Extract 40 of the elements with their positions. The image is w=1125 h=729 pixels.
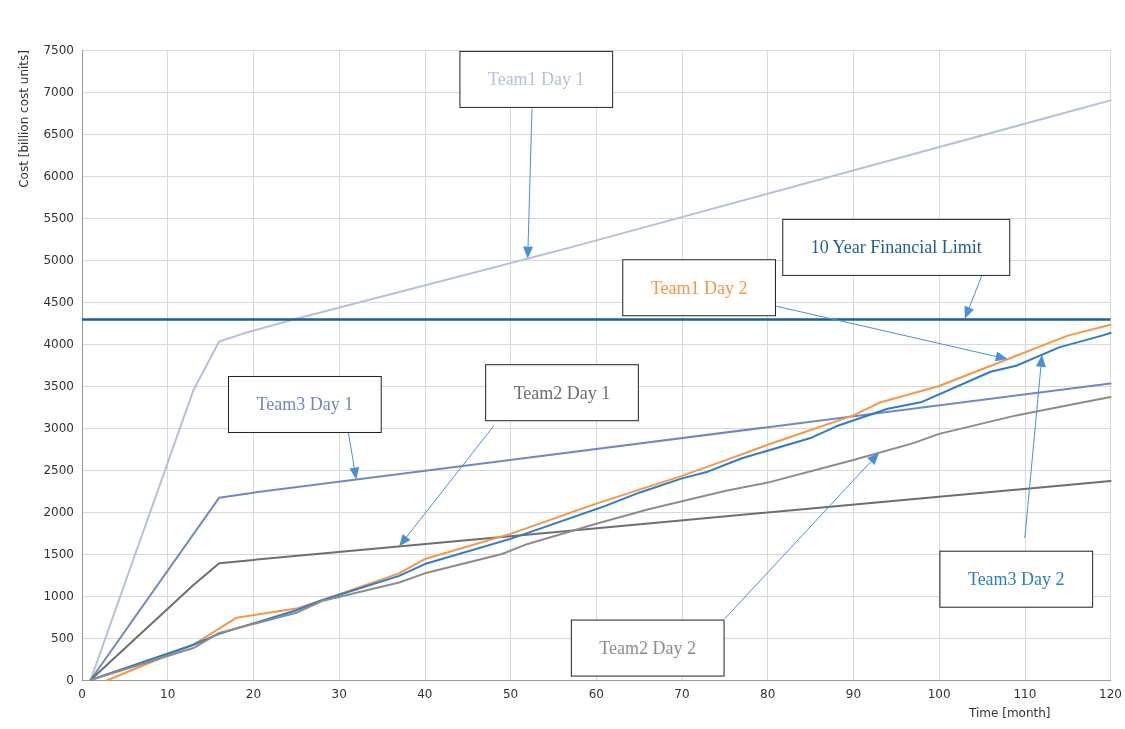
x-tick-label: 20 [245, 687, 262, 701]
y-tick-label: 5000 [43, 253, 74, 267]
y-tick-label: 4500 [43, 295, 74, 309]
x-tick-label: 110 [1013, 687, 1037, 701]
line-series [89, 479, 1112, 681]
y-tick-label: 2000 [43, 505, 74, 519]
y-tick-label: 6500 [43, 127, 74, 141]
x-axis-title: Time [month] [968, 706, 1051, 720]
y-tick-label: 1000 [43, 589, 74, 603]
line-series [89, 99, 1112, 681]
y-tick-label: 3000 [43, 421, 74, 435]
x-tick-label: 120 [1099, 687, 1122, 701]
text: Team2 Day 1 [513, 382, 611, 403]
y-tick-label: 6000 [43, 169, 74, 183]
y-axis-title: Cost [billion cost units] [17, 50, 31, 188]
y-tick-label: 1500 [43, 547, 74, 561]
ref-line-label: 10 Year Financial Limit [810, 237, 982, 258]
text: Team1 Day 2 [650, 277, 748, 298]
x-tick-label: 50 [502, 687, 519, 701]
y-tick-label: 7000 [43, 85, 74, 99]
x-tick-label: 60 [588, 687, 604, 701]
text: Team3 Day 2 [967, 569, 1065, 590]
x-tick-label: 10 [160, 687, 176, 701]
y-tick-label: 7500 [43, 43, 74, 57]
y-tick-label: 3500 [43, 379, 74, 393]
text: Team2 Day 2 [599, 638, 697, 659]
y-tick-label: 4000 [43, 337, 74, 351]
x-tick-label: 0 [78, 687, 86, 701]
x-tick-label: 30 [331, 687, 347, 701]
x-tick-label: 90 [845, 687, 862, 701]
x-tick-label: 70 [674, 687, 690, 701]
x-tick-label: 80 [760, 687, 776, 701]
y-tick-label: 2500 [43, 463, 74, 477]
x-tick-label: 40 [417, 687, 433, 701]
y-tick-label: 5500 [43, 211, 74, 225]
text: Team1 Day 1 [487, 69, 585, 90]
text: Team3 Day 1 [256, 394, 354, 415]
y-tick-label: 0 [66, 673, 74, 687]
y-tick-label: 500 [51, 631, 74, 645]
x-tick-label: 100 [927, 687, 951, 701]
